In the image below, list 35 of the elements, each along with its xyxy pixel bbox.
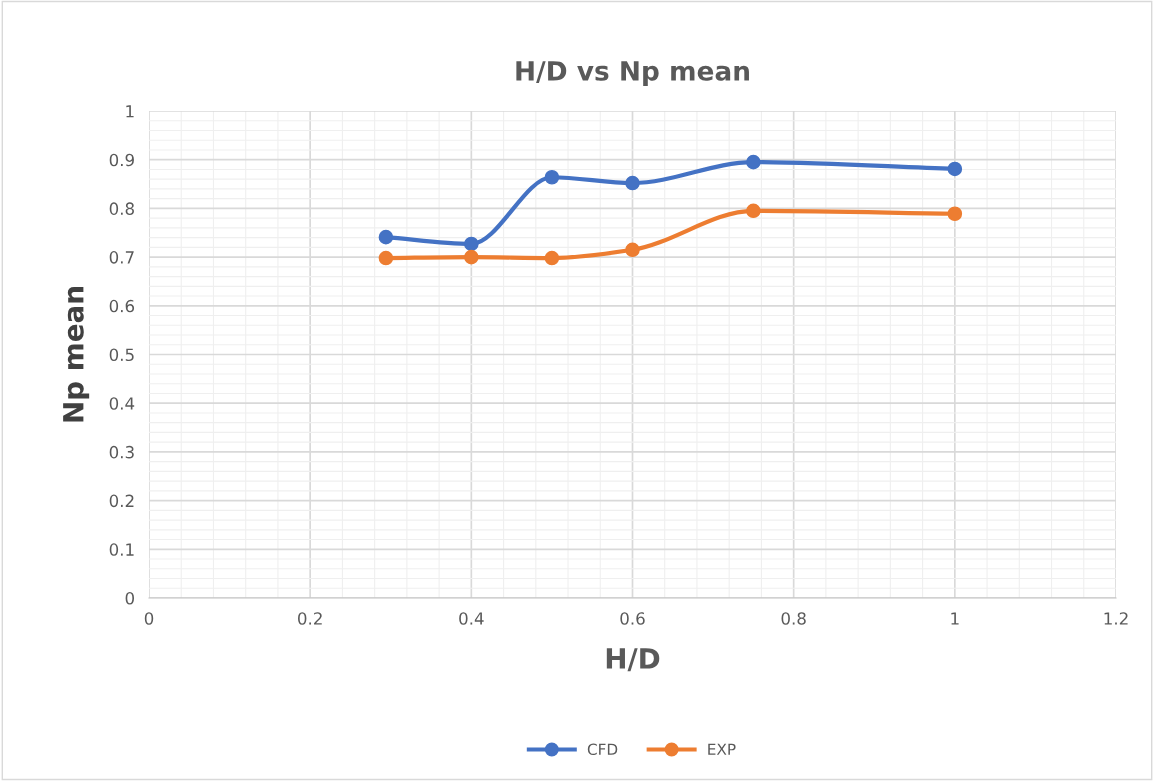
- y-tick-label: 0.6: [109, 299, 135, 313]
- y-tick-label: 0.1: [109, 543, 134, 556]
- point: [625, 242, 640, 258]
- point: [947, 206, 963, 222]
- y-tick-label: 1: [126, 105, 134, 118]
- legend-label: CFD: [587, 743, 618, 756]
- x-tick-label: 0.2: [298, 612, 322, 625]
- y-tick-label: 0.5: [109, 348, 134, 362]
- point: [625, 175, 640, 191]
- point: [464, 249, 479, 265]
- x-tick-label: 0.4: [459, 612, 484, 625]
- y-tick-label: 0.9: [109, 153, 134, 167]
- y-tick-label: 0.7: [109, 251, 134, 264]
- y-tick-label: 0.3: [109, 445, 134, 459]
- x-axis-title: H/D: [606, 648, 660, 672]
- legend-label: EXP: [708, 743, 736, 755]
- x-tick-label: 1: [951, 612, 959, 625]
- point: [544, 250, 560, 266]
- y-tick-label: 0.8: [109, 202, 134, 215]
- x-tick-label: 0.8: [781, 612, 806, 625]
- x-tick-label: 0.6: [620, 612, 645, 625]
- point: [746, 203, 761, 219]
- x-tick-label: 0: [144, 612, 154, 625]
- chart-title: H/D vs Np mean: [516, 61, 749, 86]
- point: [378, 229, 394, 245]
- x-tick-label: 1.2: [1104, 612, 1128, 625]
- point: [544, 169, 560, 185]
- y-tick-label: 0.4: [109, 397, 135, 410]
- y-tick-label: 0: [125, 591, 134, 605]
- point: [947, 161, 963, 177]
- point: [378, 250, 394, 266]
- point: [464, 236, 479, 252]
- point: [746, 154, 761, 170]
- y-tick-label: 0.2: [109, 494, 134, 508]
- y-axis-title: Np mean: [63, 287, 90, 422]
